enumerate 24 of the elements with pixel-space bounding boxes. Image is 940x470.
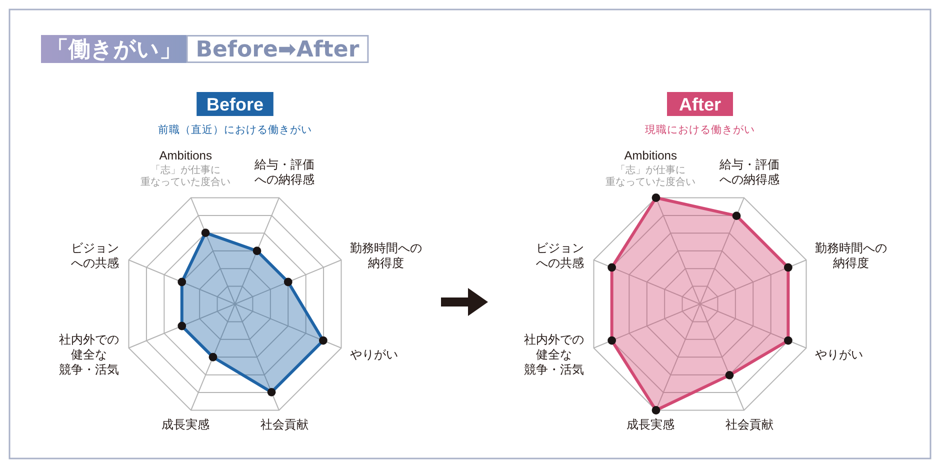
text: 「志」が仕事に重なっていた度合い <box>606 164 696 188</box>
text: Before➡After <box>196 38 360 63</box>
spoke-label: 成長実感 <box>626 418 675 432</box>
spoke-label: 社会貢献 <box>260 418 308 432</box>
spoke-label: 勤務時間への納得度 <box>815 241 888 270</box>
chart-subtitle: 前職（直近）における働きがい <box>158 123 312 136</box>
spoke-label: 給与・評価への納得感 <box>253 157 314 186</box>
chart-title: After <box>678 94 722 114</box>
spoke-label: 社内外での健全な競争・活気 <box>58 332 119 376</box>
text: 「志」が仕事に重なっていた度合い <box>140 164 231 188</box>
spoke-label: 成長実感 <box>162 418 210 432</box>
text: 「働きがい」 <box>46 36 182 62</box>
spoke-label: Ambitions <box>624 148 677 162</box>
spoke-label: Ambitions <box>159 148 212 162</box>
spoke-label: ビジョンへの共感 <box>70 241 119 270</box>
chart-subtitle: 現職における働きがい <box>645 123 755 136</box>
spoke-label: ビジョンへの共感 <box>536 241 584 270</box>
spoke-label: 社内外での健全な競争・活気 <box>524 332 584 376</box>
chart-title: Before <box>206 94 264 114</box>
spoke-label: やりがい <box>815 347 864 362</box>
spoke-label: 勤務時間への納得度 <box>350 241 422 270</box>
spoke-label: 社会貢献 <box>725 418 774 432</box>
spoke-label: 給与・評価への納得感 <box>718 157 780 186</box>
spoke-label: やりがい <box>350 347 398 362</box>
